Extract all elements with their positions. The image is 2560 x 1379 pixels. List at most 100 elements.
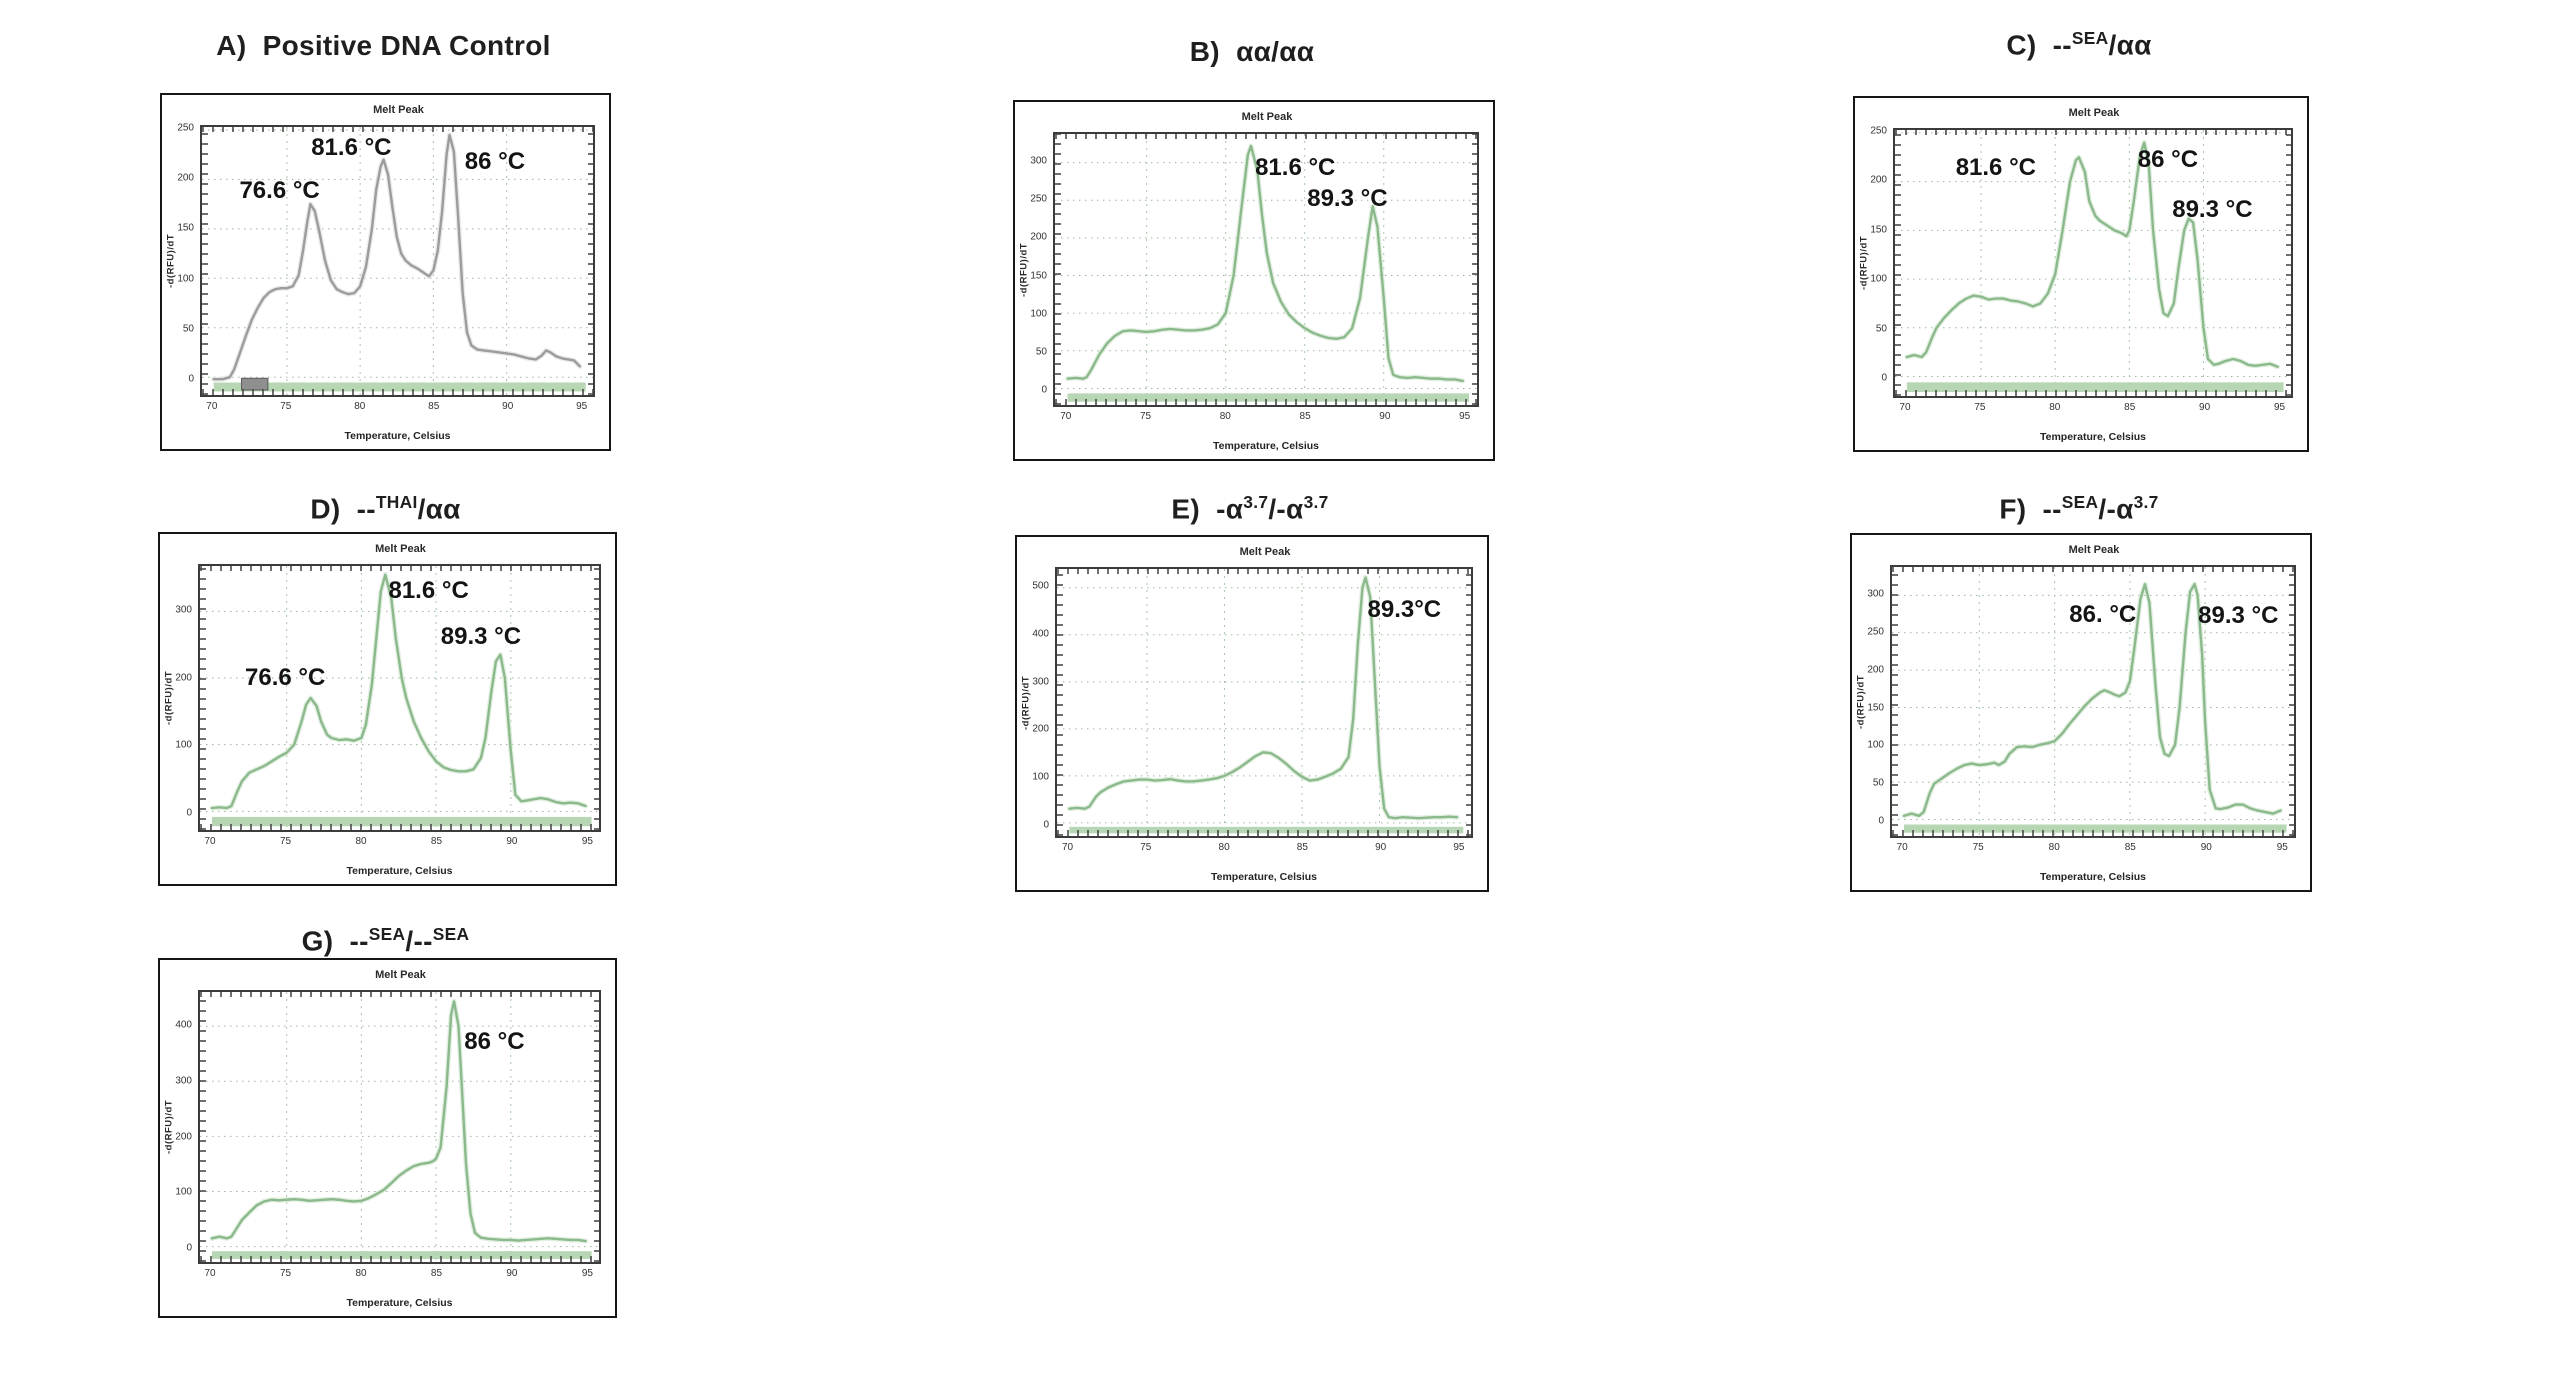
x-tick-label: 85 (2124, 402, 2136, 413)
x-tick-label: 90 (2200, 842, 2212, 853)
panel-title-text: 3.7 (1303, 492, 1329, 512)
baseline-band (213, 382, 586, 392)
x-axis-label: Temperature, Celsius (344, 430, 451, 442)
x-tick-label: 80 (1218, 842, 1230, 853)
melt-curve (1068, 146, 1463, 381)
x-tick-label: 80 (2049, 402, 2061, 413)
x-tick-labels: 70 75 80 85 90 95 (200, 401, 595, 415)
x-axis-label: Temperature, Celsius (1212, 440, 1319, 452)
chart-title: Melt Peak (375, 543, 426, 555)
melt-curve (1069, 577, 1457, 818)
melt-curve-svg (1895, 130, 2291, 396)
baseline-band (1067, 393, 1470, 402)
panel-title-c: C) --SEA/αα (1853, 28, 2305, 61)
y-tick-label: 500 (1032, 580, 1049, 592)
panel-title-text: /-α (2098, 493, 2134, 525)
panel-title-d: D) --THAI/αα (158, 492, 613, 525)
melt-curve (212, 575, 586, 808)
x-tick-label: 95 (581, 1268, 593, 1279)
panel-title-text: G) -- (301, 925, 369, 957)
y-tick-label: 400 (1032, 628, 1049, 640)
x-tick-label: 70 (206, 401, 218, 412)
y-tick-label: 300 (175, 604, 192, 616)
y-tick-labels: 0 50 100 150 200 250 (1855, 125, 1889, 398)
plot-area: 81.6 °C 86 °C 89.3 °C (1893, 128, 2293, 398)
baseline-band (211, 816, 592, 827)
panel-title-text: D) -- (310, 493, 376, 525)
x-tick-label: 75 (279, 836, 292, 847)
panel-title-g: G) --SEA/--SEA (158, 924, 613, 957)
y-tick-label: 100 (1030, 308, 1047, 320)
melt-curve-svg (1057, 569, 1471, 836)
panel-title-text: A) Positive DNA Control (216, 30, 551, 61)
melt-curve (214, 135, 580, 379)
x-axis-label: Temperature, Celsius (2039, 431, 2146, 443)
x-tick-label: 90 (506, 836, 518, 847)
x-tick-label: 90 (502, 401, 514, 412)
chart-title: Melt Peak (2068, 107, 2120, 119)
x-tick-label: 95 (581, 836, 593, 847)
y-tick-label: 100 (177, 273, 194, 285)
x-tick-label: 85 (430, 836, 443, 847)
y-tick-label: 50 (1875, 323, 1887, 335)
panel-title-text: /αα (417, 493, 461, 525)
y-tick-labels: 0 100 200 300 400 500 (1017, 567, 1051, 838)
x-tick-label: 95 (576, 401, 588, 412)
chart-title: Melt Peak (373, 104, 424, 116)
panel-title-f: F) --SEA/-α3.7 (1850, 492, 2308, 525)
x-tick-label: 80 (2048, 842, 2060, 853)
y-tick-label: 0 (186, 807, 192, 819)
panel-title-text: SEA (368, 924, 406, 944)
y-tick-label: 150 (1867, 702, 1884, 714)
x-tick-label: 90 (506, 1268, 518, 1279)
y-tick-label: 200 (1032, 723, 1049, 735)
y-tick-label: 300 (175, 1075, 192, 1087)
y-tick-labels: 0 100 200 300 (160, 564, 194, 832)
melt-curve-svg (202, 127, 593, 395)
x-tick-label: 75 (279, 1268, 292, 1279)
y-tick-label: 200 (1867, 664, 1884, 676)
panel-title-text: 3.7 (2133, 492, 2159, 512)
x-tick-label: 70 (1061, 842, 1074, 853)
x-tick-label: 80 (354, 401, 366, 412)
panel-d-thai-aa: Melt Peak -d(RFU)/dT 76.6 °C 81.6 °C 89.3 … (158, 532, 617, 886)
x-tick-label: 85 (1299, 411, 1311, 422)
y-tick-label: 0 (1041, 384, 1047, 396)
y-tick-label: 200 (175, 672, 192, 684)
x-tick-label: 80 (355, 836, 367, 847)
baseline-band (211, 1251, 592, 1259)
panel-title-text: SEA (2071, 28, 2109, 48)
panel-c-sea-aa: Melt Peak -d(RFU)/dT 81.6 °C 86 °C 89.3 °C… (1853, 96, 2309, 452)
melt-curve (1904, 584, 2280, 816)
x-tick-label: 85 (428, 401, 440, 412)
x-axis-label: Temperature, Celsius (2039, 871, 2146, 883)
panel-title-a: A) Positive DNA Control (160, 30, 607, 62)
x-tick-label: 75 (1972, 842, 1984, 853)
melt-curve-svg (200, 566, 599, 830)
y-tick-label: 250 (1867, 626, 1884, 638)
y-tick-labels: 0 50 100 150 200 250 300 (1015, 132, 1049, 407)
x-tick-label: 90 (1379, 411, 1391, 422)
x-tick-label: 80 (355, 1268, 367, 1279)
y-tick-label: 0 (1881, 372, 1887, 384)
x-tick-label: 95 (2273, 402, 2286, 413)
panel-e-a37-a37: Melt Peak -d(RFU)/dT 89.3°C 0 100 200 300 40… (1015, 535, 1489, 892)
y-tick-label: 300 (1030, 155, 1047, 167)
chart-title: Melt Peak (1239, 546, 1291, 558)
x-tick-labels: 70 75 80 85 90 95 (1055, 842, 1473, 856)
y-tick-label: 200 (1870, 174, 1887, 186)
x-tick-label: 90 (1375, 842, 1387, 853)
y-tick-label: 400 (175, 1019, 192, 1031)
y-tick-label: 250 (1870, 125, 1887, 137)
x-tick-label: 95 (1453, 842, 1465, 853)
x-axis-label: Temperature, Celsius (346, 1297, 453, 1309)
x-tick-label: 70 (204, 1268, 216, 1279)
y-tick-labels: 0 50 100 150 200 250 300 (1852, 565, 1886, 838)
y-tick-labels: 0 100 200 300 400 (160, 990, 194, 1264)
y-tick-label: 100 (175, 1186, 192, 1198)
baseline-band (1904, 824, 2287, 833)
x-tick-label: 95 (1459, 411, 1471, 422)
melt-curve-svg (200, 992, 599, 1262)
melt-curve-svg (1892, 567, 2294, 836)
chart-title: Melt Peak (2068, 544, 2120, 556)
